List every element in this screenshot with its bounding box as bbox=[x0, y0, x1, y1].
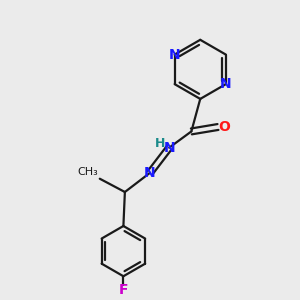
Text: F: F bbox=[119, 283, 128, 297]
Text: N: N bbox=[164, 141, 175, 155]
Text: O: O bbox=[218, 120, 230, 134]
Text: CH₃: CH₃ bbox=[77, 167, 98, 177]
Text: N: N bbox=[220, 77, 232, 91]
Text: H: H bbox=[154, 137, 165, 150]
Text: N: N bbox=[144, 166, 156, 180]
Text: N: N bbox=[169, 48, 181, 62]
